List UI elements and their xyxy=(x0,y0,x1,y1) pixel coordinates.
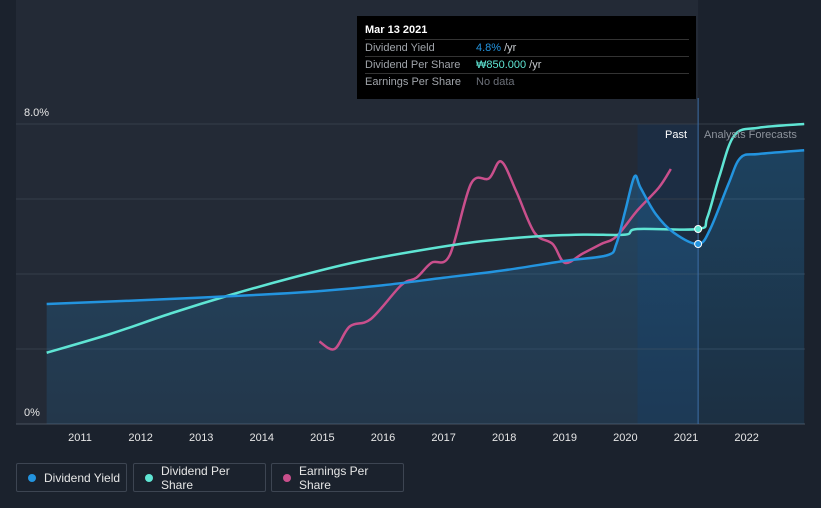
tooltip-row-label: Dividend Yield xyxy=(365,42,435,54)
tooltip-row-unit: /yr xyxy=(504,42,517,54)
tooltip-row-label: Dividend Per Share xyxy=(365,59,461,71)
x-tick-label: 2011 xyxy=(68,432,92,444)
legend-dot xyxy=(28,473,36,482)
x-tick-label: 2022 xyxy=(734,432,758,444)
tooltip-row-label: Earnings Per Share xyxy=(365,76,461,88)
x-tick-label: 2016 xyxy=(371,432,395,444)
tooltip: Mar 13 2021 Dividend Yield 4.8% /yr Divi… xyxy=(357,16,696,99)
x-tick-label: 2015 xyxy=(310,432,334,444)
marker-dividend-per-share xyxy=(694,225,703,233)
tooltip-date: Mar 13 2021 xyxy=(365,22,689,40)
tooltip-row-dividend-per-share: Dividend Per Share ₩850.000 /yr xyxy=(365,57,689,74)
x-tick-label: 2018 xyxy=(492,432,516,444)
series-line-earnings-per-share xyxy=(318,160,672,351)
legend-label: Dividend Yield xyxy=(44,470,121,485)
tooltip-row-earnings-per-share: Earnings Per Share No data xyxy=(365,74,689,90)
x-tick-label: 2012 xyxy=(128,432,152,444)
dividend-yield-area xyxy=(46,150,805,424)
marker-dividend-yield xyxy=(694,240,703,248)
legend-earnings-per-share[interactable]: Earnings Per Share xyxy=(271,463,404,492)
legend-dot xyxy=(283,473,291,482)
tooltip-row-value: ₩850.000 xyxy=(476,59,527,71)
legend-dividend-per-share[interactable]: Dividend Per Share xyxy=(133,463,266,492)
legend-dividend-yield[interactable]: Dividend Yield xyxy=(16,463,127,492)
y-axis-min-label: 0% xyxy=(24,407,40,419)
legend-label: Dividend Per Share xyxy=(161,463,230,492)
tooltip-row-unit: /yr xyxy=(529,59,542,71)
tooltip-row-value: No data xyxy=(476,76,515,88)
legend-dot xyxy=(145,473,153,482)
forecast-label: Analysts Forecasts xyxy=(704,129,797,141)
y-axis-max-label: 8.0% xyxy=(24,107,49,119)
x-tick-label: 2020 xyxy=(613,432,637,444)
series-line-dividend-yield xyxy=(46,149,805,306)
x-tick-label: 2021 xyxy=(674,432,698,444)
x-tick-label: 2019 xyxy=(553,432,577,444)
tooltip-row-value: 4.8% xyxy=(476,42,502,54)
tooltip-row-dividend-yield: Dividend Yield 4.8% /yr xyxy=(365,40,689,57)
x-tick-label: 2017 xyxy=(431,432,455,444)
past-label: Past xyxy=(665,129,688,141)
x-tick-label: 2013 xyxy=(189,432,213,444)
series-line-dividend-per-share xyxy=(46,122,805,354)
legend-label: Earnings Per Share xyxy=(298,463,369,492)
x-tick-label: 2014 xyxy=(250,432,274,444)
